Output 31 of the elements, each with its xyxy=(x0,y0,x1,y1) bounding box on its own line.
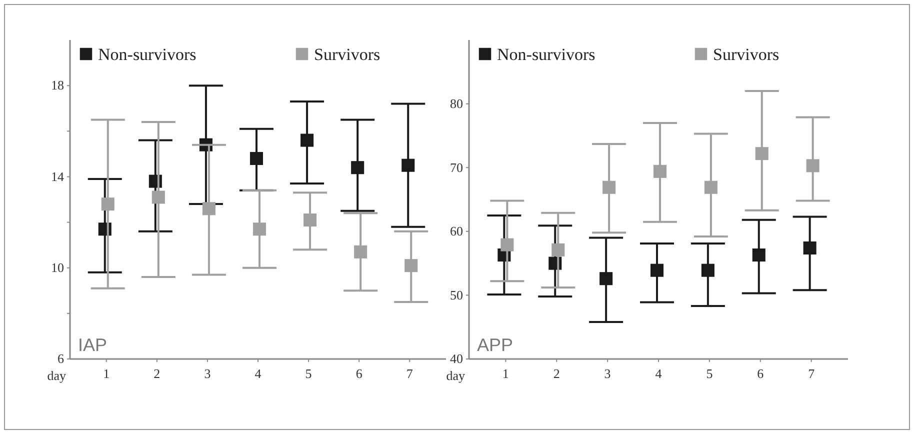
text: IAP xyxy=(78,335,108,355)
y-tick-label: 6 xyxy=(58,351,64,366)
x-tick-label: 6 xyxy=(757,366,764,381)
x-tick-label: 3 xyxy=(604,366,611,381)
legend-label: Non-survivors xyxy=(98,45,196,64)
x-axis-title: day xyxy=(446,368,466,383)
y-tick-label: 40 xyxy=(450,351,463,366)
text: APP xyxy=(477,335,514,355)
x-tick-label: 7 xyxy=(808,366,816,381)
x-tick-label: 6 xyxy=(356,366,363,381)
y-tick-label: 14 xyxy=(51,168,64,184)
y-tick-label: 18 xyxy=(51,78,64,93)
y-tick-label: 60 xyxy=(450,224,463,239)
x-tick-label: 3 xyxy=(204,366,211,381)
y-tick-label: 80 xyxy=(450,96,463,111)
x-tick-label: 4 xyxy=(254,366,262,381)
legend-label: Survivors xyxy=(713,45,780,64)
y-tick-label: 50 xyxy=(450,287,463,302)
legend-label: Survivors xyxy=(314,45,380,64)
y-tick-label: 70 xyxy=(450,160,463,175)
x-tick-label: 5 xyxy=(706,366,713,381)
legend-label: Non-survivors xyxy=(497,45,596,64)
x-tick-label: 4 xyxy=(655,366,662,381)
x-tick-label: 1 xyxy=(103,366,110,381)
x-tick-label: 7 xyxy=(406,366,414,381)
x-tick-label: 1 xyxy=(502,366,509,381)
x-tick-label: 2 xyxy=(553,366,560,381)
y-tick-label: 10 xyxy=(51,260,64,276)
x-tick-label: 5 xyxy=(305,366,312,381)
x-tick-label: 2 xyxy=(154,366,160,381)
x-axis-title: day xyxy=(47,368,66,383)
